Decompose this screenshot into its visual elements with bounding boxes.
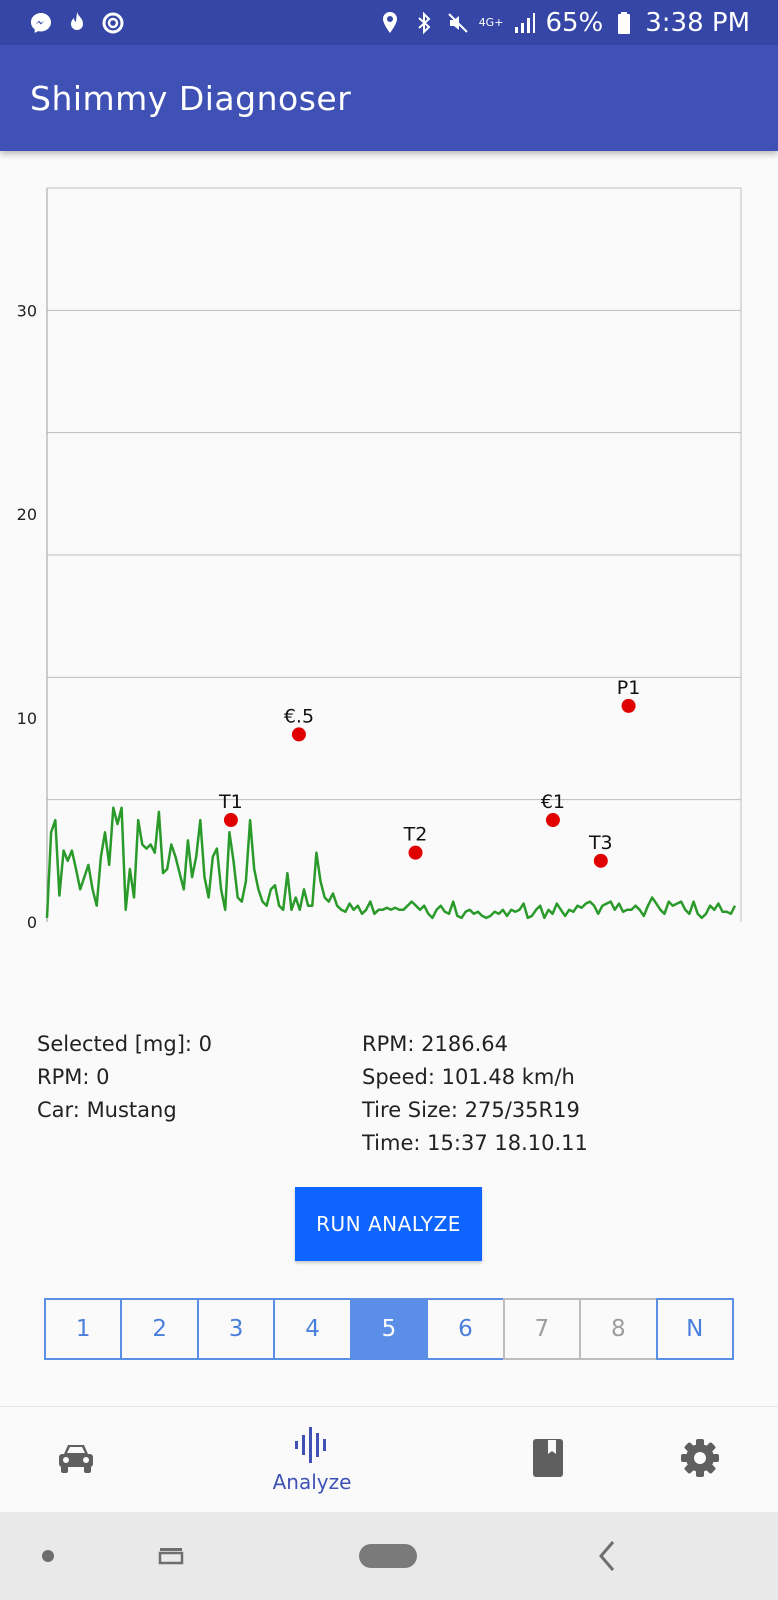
info-selected-value: 0 [198,1032,213,1056]
info-speed: Speed: 101.48 km/h [362,1061,588,1094]
signal-icon [511,10,537,36]
gear-icon [680,1438,720,1482]
series-line [45,806,737,920]
app-bar: Shimmy Diagnoser [0,45,778,151]
page-button-5[interactable]: 5 [349,1298,429,1360]
y-tick-label: 0 [27,913,37,932]
page-button-3[interactable]: 3 [196,1298,276,1360]
info-car-value: Mustang [86,1098,177,1122]
ring-icon [100,10,126,36]
info-selected-label: Selected [mg]: [37,1032,192,1056]
network-type: 4G+ [478,16,504,29]
location-icon [377,10,403,36]
bottom-nav: Analyze [0,1406,778,1512]
vibration-chart[interactable]: 0 10 20 30 T1 €.5 T2 €1 T3 P1 [0,170,778,950]
info-selected: Selected [mg]: 0 [37,1028,212,1061]
info-time-label: Time: [362,1131,421,1155]
home-button[interactable] [359,1544,417,1568]
marker-point-4 [593,853,608,868]
info-tire-size: Tire Size: 275/35R19 [362,1094,588,1127]
nav-book[interactable] [518,1407,578,1513]
marker-label-1: €.5 [284,705,314,727]
bluetooth-icon [411,10,437,36]
recent-apps-icon[interactable] [158,1545,184,1565]
info-rpm-left: RPM: 0 [37,1061,212,1094]
marker-point-0 [223,813,238,828]
marker-label-4: T3 [588,832,613,854]
info-time: Time: 15:37 18.10.11 [362,1127,588,1160]
y-tick-label: 20 [17,505,37,524]
y-tick-label: 10 [17,709,37,728]
marker-point-3 [545,813,560,828]
chart-svg[interactable]: 0 10 20 30 T1 €.5 T2 €1 T3 P1 [0,170,778,950]
page-button-2[interactable]: 2 [120,1298,199,1360]
nav-analyze[interactable]: Analyze [252,1407,372,1513]
status-time: 3:38 PM [645,7,750,38]
battery-percent: 65% [545,7,604,38]
book-icon [532,1438,564,1482]
status-bar: 4G+ 65% 3:38 PM [0,0,778,45]
page-button-n[interactable]: N [655,1298,734,1360]
info-right: RPM: 2186.64 Speed: 101.48 km/h Tire Siz… [362,1028,588,1160]
fire-icon [64,10,90,36]
info-rpm-left-label: RPM: [37,1065,90,1089]
run-analyze-button[interactable]: RUN ANALYZE [295,1187,482,1261]
info-rpm-label: RPM: [362,1032,415,1056]
back-icon[interactable] [596,1538,618,1574]
info-speed-value: 101.48 km/h [441,1065,575,1089]
status-left-icons [28,10,126,36]
marker-point-1 [291,727,306,742]
marker-point-2 [408,845,423,860]
info-left: Selected [mg]: 0 RPM: 0 Car: Mustang [37,1028,212,1127]
info-tire-size-value: 275/35R19 [464,1098,580,1122]
info-time-value: 15:37 18.10.11 [427,1131,588,1155]
page-button-7: 7 [502,1298,582,1360]
info-car: Car: Mustang [37,1094,212,1127]
battery-icon [611,10,637,36]
car-icon [56,1440,96,1480]
page-button-8: 8 [579,1298,658,1360]
info-rpm: RPM: 2186.64 [362,1028,588,1061]
system-nav [0,1512,778,1600]
messenger-icon [28,10,54,36]
marker-label-0: T1 [218,791,243,813]
marker-point-5 [621,698,636,713]
waveform-icon [292,1426,332,1468]
marker-label-5: P1 [617,677,641,699]
app-title: Shimmy Diagnoser [30,78,352,118]
info-speed-label: Speed: [362,1065,435,1089]
status-right-icons: 4G+ 65% 3:38 PM [377,8,750,38]
page-button-4[interactable]: 4 [273,1298,352,1360]
info-rpm-value: 2186.64 [421,1032,508,1056]
page-button-1[interactable]: 1 [44,1298,123,1360]
info-car-label: Car: [37,1098,80,1122]
nav-analyze-label: Analyze [272,1470,352,1494]
info-rpm-left-value: 0 [96,1065,110,1089]
system-dot-icon[interactable] [42,1550,54,1562]
mute-icon [445,10,471,36]
info-tire-size-label: Tire Size: [362,1098,458,1122]
marker-label-3: €1 [541,791,565,813]
nav-car[interactable] [46,1407,106,1513]
marker-label-2: T2 [403,824,428,846]
y-tick-label: 30 [17,301,37,320]
nav-settings[interactable] [670,1407,730,1513]
page-button-6[interactable]: 6 [426,1298,505,1360]
